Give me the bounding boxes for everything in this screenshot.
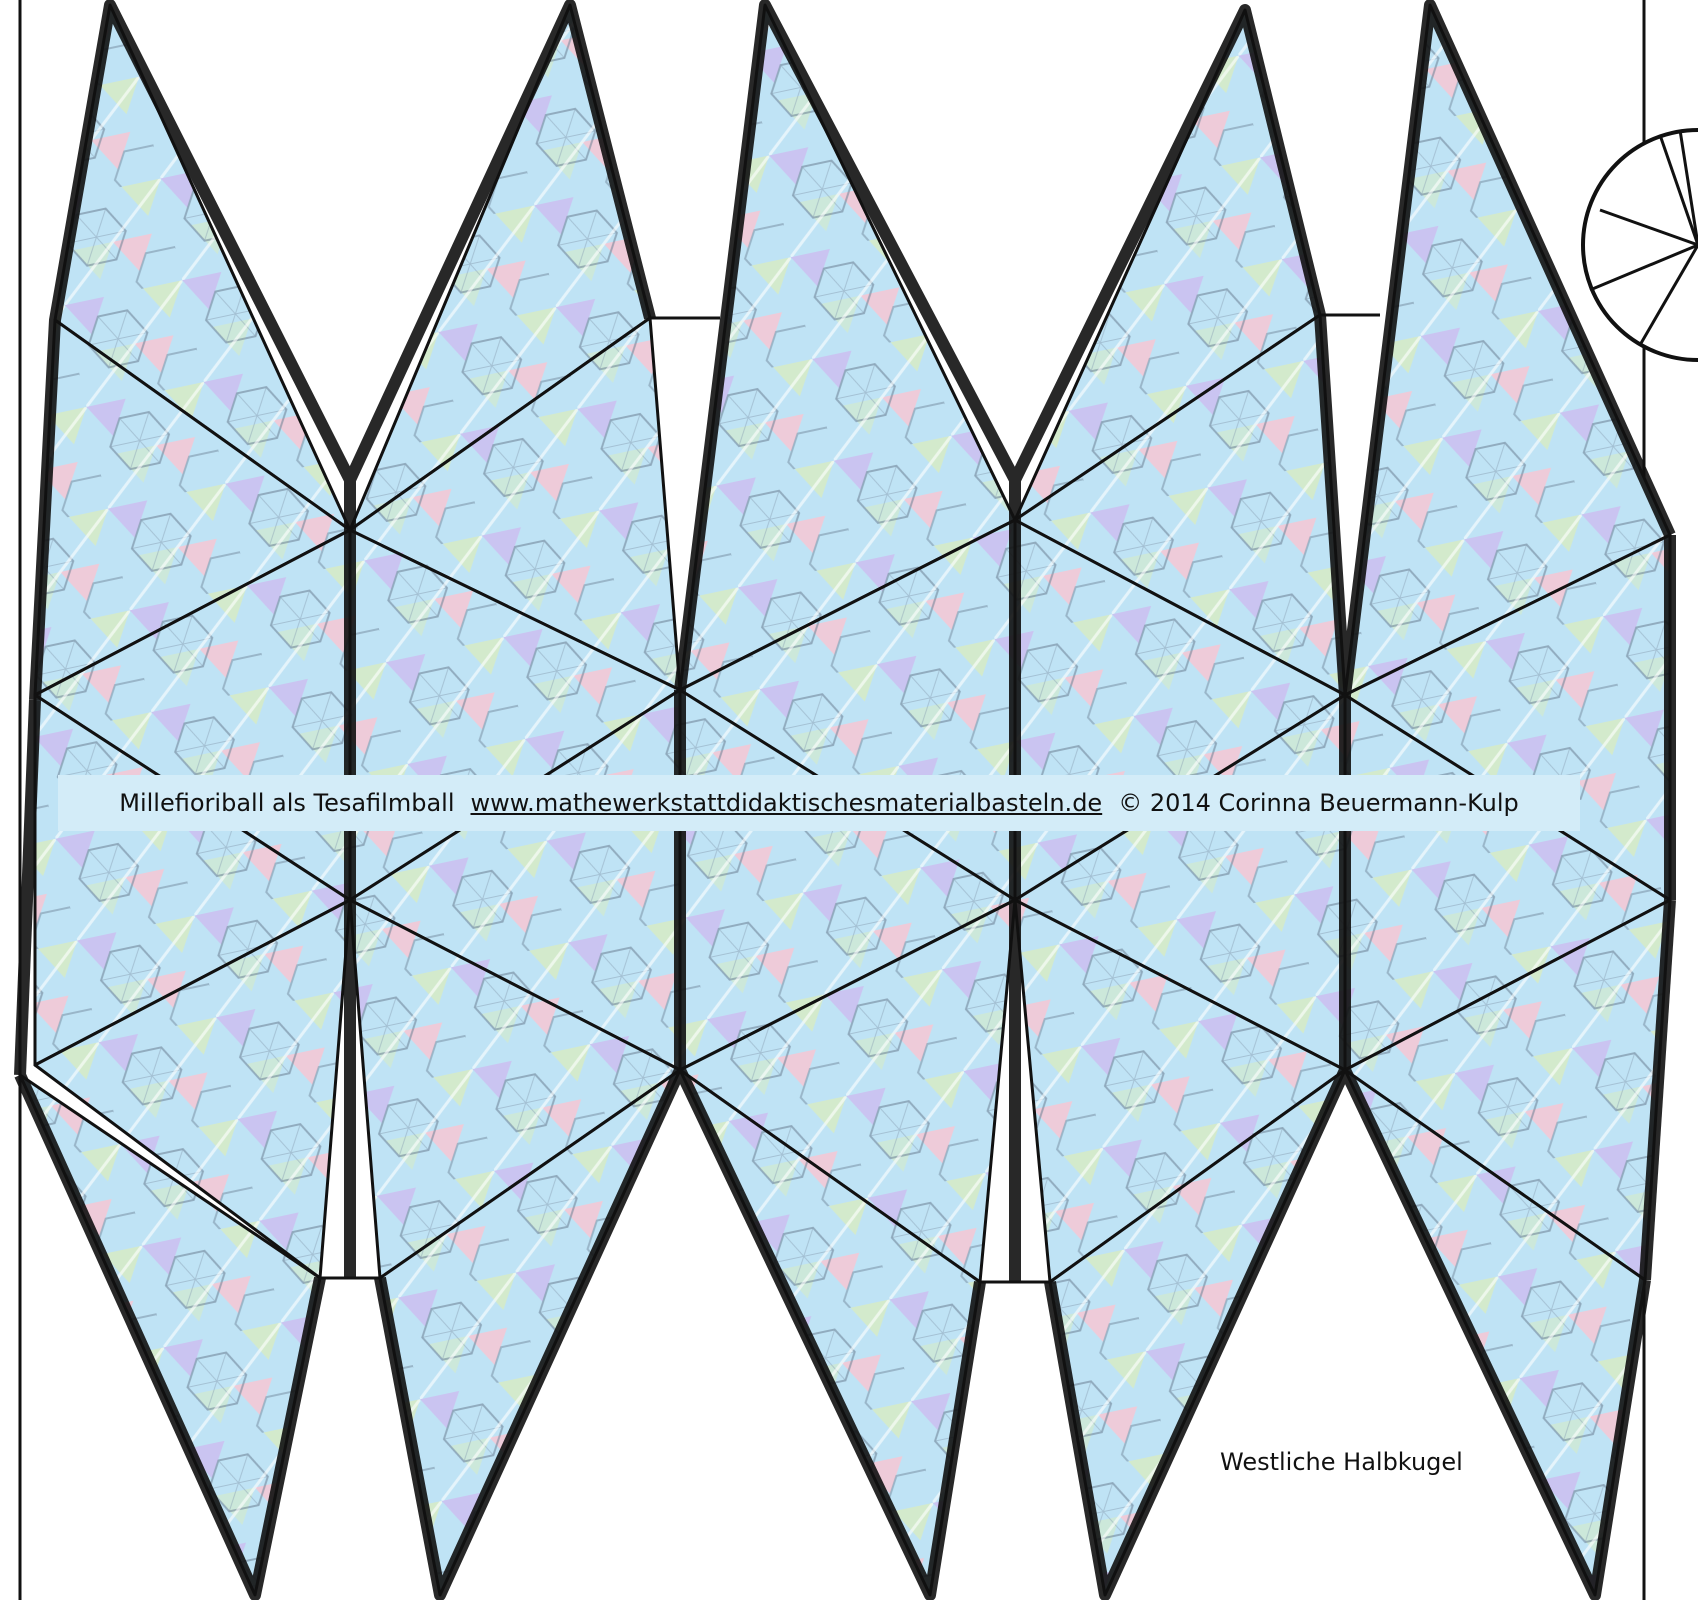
sketch-outline [14, 0, 1676, 1600]
copyright-text: © 2014 Corinna Beuermann-Kulp [1118, 789, 1519, 817]
hemisphere-caption: Westliche Halbkugel [1220, 1448, 1463, 1476]
website-link[interactable]: www.mathewerkstattdidaktischesmaterialba… [470, 789, 1103, 817]
banner-title: Millefioriball als Tesafilmball [119, 789, 455, 817]
credit-banner: Millefioriball als Tesafilmball www.math… [58, 775, 1580, 831]
mid-tri-6 [33, 898, 352, 1280]
star-circle [1581, 128, 1698, 362]
